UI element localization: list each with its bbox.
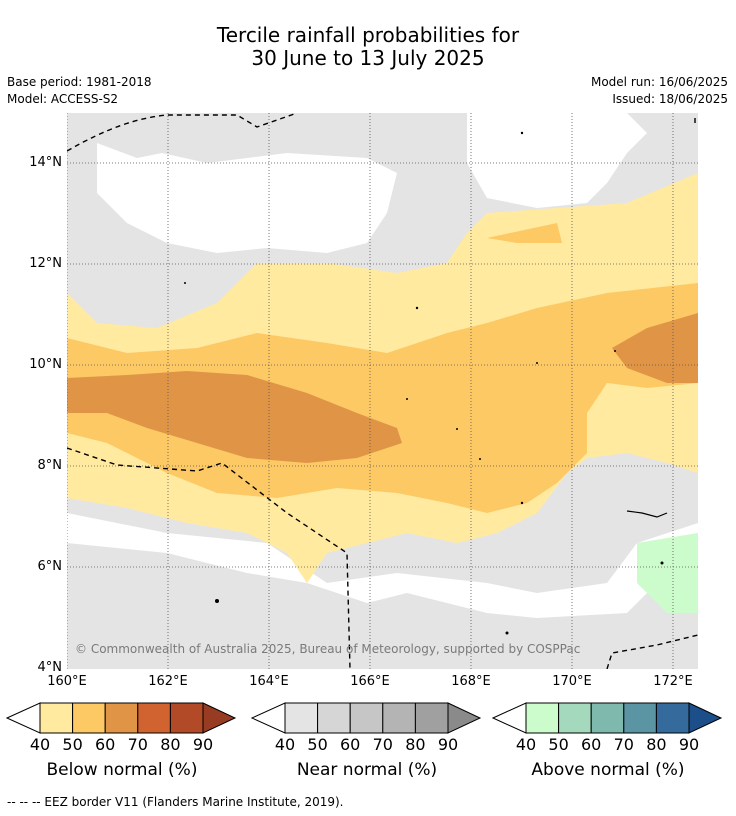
colorbar-above-normal [492, 702, 724, 734]
below-normal-50-patch [487, 223, 562, 243]
colorbar-above-tick: 90 [678, 735, 700, 754]
below-normal-60-region [67, 371, 402, 463]
colorbar-near-normal [251, 702, 483, 734]
colorbar-above-cell [558, 702, 592, 734]
eez-footnote: -- -- -- EEZ border V11 (Flanders Marine… [7, 795, 344, 809]
colorbar-below-svg [6, 702, 237, 734]
lat-label-10n: 10°N [29, 357, 62, 372]
probability-map: © Commonwealth of Australia 2025, Bureau… [67, 113, 698, 669]
lon-label-172e: 172°E [653, 674, 693, 689]
colorbar-below-tick: 70 [127, 735, 148, 754]
colorbar-above-cell [525, 702, 560, 734]
colorbar-above-arrow-max [688, 702, 723, 734]
colorbar-near-arrow-max [447, 702, 482, 734]
colorbar-below-cell [137, 702, 171, 734]
colorbar-near-cell [349, 702, 384, 734]
colorbar-above-tick: 40 [515, 735, 537, 754]
white-region-south [67, 513, 698, 618]
lon-label-168e: 168°E [451, 674, 491, 689]
colorbar-below-tick: 40 [29, 735, 51, 754]
colorbar-below-tick: 90 [192, 735, 214, 754]
lon-label-166e: 166°E [350, 674, 390, 689]
colorbar-near-tick: 40 [274, 735, 296, 754]
below-normal-50-region [67, 283, 698, 513]
colorbar-near-tick: 50 [307, 735, 328, 754]
colorbar-below-cell [72, 702, 106, 734]
colorbar-above-cell [623, 702, 657, 734]
copyright-text: © Commonwealth of Australia 2025, Bureau… [75, 642, 580, 656]
colorbar-near-cell [317, 702, 351, 734]
colorbar-below-cell [169, 702, 204, 734]
lon-label-164e: 164°E [249, 674, 289, 689]
map-panel: © Commonwealth of Australia 2025, Bureau… [67, 113, 698, 669]
lon-label-170e: 170°E [552, 674, 592, 689]
colorbar-near-svg [251, 702, 482, 734]
lon-label-162e: 162°E [148, 674, 188, 689]
colorbar-near-cell [284, 702, 319, 734]
model-name: Model: ACCESS-S2 [7, 92, 119, 106]
below-normal-60-east [612, 313, 698, 383]
island-chain [626, 510, 668, 518]
above-normal-patch [637, 533, 698, 613]
lat-label-8n: 8°N [37, 458, 63, 473]
meta-right: Model run: 16/06/2025 Issued: 18/06/2025 [591, 74, 728, 108]
lat-label-12n: 12°N [29, 256, 62, 271]
colorbar-above-label: Above normal (%) [531, 760, 685, 780]
white-region-east [467, 113, 647, 208]
gridlines [67, 113, 698, 669]
colorbar-above-cell [655, 702, 690, 734]
colorbar-above-svg [492, 702, 723, 734]
colorbar-below-cell [39, 702, 74, 734]
lat-label-14n: 14°N [29, 155, 62, 170]
colorbar-near-cell [382, 702, 416, 734]
eez-border [67, 113, 698, 669]
colorbar-near-label: Near normal (%) [296, 760, 438, 780]
lon-label-160e: 160°E [47, 674, 87, 689]
model-run: Model run: 16/06/2025 [590, 75, 728, 89]
colorbar-below-cell [104, 702, 139, 734]
map-title-line2: 30 June to 13 July 2025 [251, 46, 485, 70]
colorbar-near-tick: 90 [437, 735, 459, 754]
issued-date: Issued: 18/06/2025 [612, 92, 728, 106]
map-title-line1: Tercile rainfall probabilities for [216, 23, 520, 47]
colorbar-below-tick: 50 [62, 735, 83, 754]
base-period: Base period: 1981-2018 [7, 75, 152, 89]
island-markers [184, 131, 664, 635]
colorbar-above-tick: 70 [613, 735, 634, 754]
colorbar-near-tick: 60 [340, 735, 361, 754]
colorbar-above-tick: 60 [581, 735, 602, 754]
colorbar-below-tick: 80 [160, 735, 181, 754]
colorbar-near-tick: 80 [405, 735, 426, 754]
colorbar-above-tick: 80 [646, 735, 667, 754]
colorbar-below-label: Below normal (%) [46, 760, 198, 780]
colorbar-above-cell [590, 702, 625, 734]
colorbar-below-arrow-max [202, 702, 237, 734]
lat-label-6n: 6°N [37, 559, 63, 574]
colorbar-below-normal [6, 702, 238, 734]
colorbar-near-tick: 70 [372, 735, 393, 754]
meta-left: Base period: 1981-2018 Model: ACCESS-S2 [7, 74, 152, 108]
lat-label-4n: 4°N [37, 660, 63, 675]
colorbar-above-tick: 50 [548, 735, 569, 754]
colorbar-near-cell [414, 702, 449, 734]
colorbar-below-tick: 60 [95, 735, 116, 754]
white-region-north [97, 143, 397, 253]
